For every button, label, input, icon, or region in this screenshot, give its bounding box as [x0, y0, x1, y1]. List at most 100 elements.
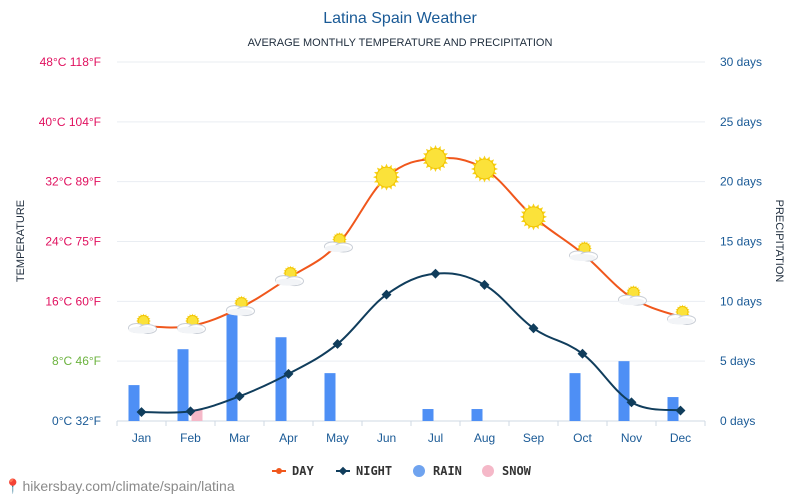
chart-title: Latina Spain Weather [323, 10, 477, 27]
left-tick-label: 48°C 118°F [40, 55, 101, 69]
x-tick-label: Jul [428, 431, 443, 445]
cloud-part [275, 278, 302, 286]
cloud-part [324, 244, 351, 252]
left-axis-ticks: 0°C 32°F 8°C 46°F 16°C 60°F 24°C 75°F 32°C 8… [39, 55, 101, 428]
x-tick-label: Jun [377, 431, 396, 445]
day-series-line [141, 157, 681, 329]
left-tick-label: 24°C 75°F [45, 235, 101, 249]
rain-bar [422, 409, 434, 421]
night-point [381, 289, 392, 300]
night-point [675, 405, 686, 416]
right-tick-label: 20 days [720, 175, 762, 189]
right-tick-label: 30 days [720, 55, 762, 69]
cloud-part [177, 326, 204, 334]
rain-bar [618, 361, 630, 421]
partly-cloudy-icon [667, 304, 696, 326]
night-point [234, 391, 245, 402]
right-tick-label: 10 days [720, 294, 762, 308]
cloud-part [618, 298, 645, 306]
x-tick-label: Oct [573, 431, 592, 445]
night-point [332, 339, 343, 349]
partly-cloudy-icon [618, 285, 647, 306]
legend-label: RAIN [433, 464, 462, 478]
sun-icon [422, 144, 449, 172]
sun-disc [376, 166, 397, 188]
snow-bars [191, 409, 203, 421]
rain-bar [128, 385, 140, 421]
partly-cloudy-icon [128, 313, 157, 335]
night-point [185, 406, 196, 417]
night-point [136, 407, 147, 417]
left-tick-label: 8°C 46°F [52, 354, 101, 368]
legend-label: NIGHT [356, 464, 392, 478]
partly-cloudy-icon [177, 313, 206, 335]
night-series-line [141, 272, 681, 414]
legend-swatch [413, 465, 425, 477]
cloud-part [667, 317, 694, 325]
grid-lines [116, 61, 706, 426]
legend-item-snow: SNOW [482, 464, 532, 478]
cloud-part [569, 253, 596, 261]
left-tick-label: 32°C 89°F [45, 175, 101, 189]
rain-bar [226, 313, 238, 421]
rain-bar [177, 349, 189, 421]
legend-swatch-marker [276, 468, 282, 474]
night-point [577, 348, 588, 359]
sun-disc [425, 147, 446, 169]
legend-label: SNOW [502, 464, 532, 478]
right-axis-title: PRECIPITATION [773, 200, 785, 283]
rain-bar [324, 373, 336, 421]
partly-cloudy-icon [324, 232, 353, 253]
footer-text: hikersbay.com/climate/spain/latina [22, 478, 235, 494]
rain-bar [569, 373, 581, 421]
x-tick-label: Jan [132, 431, 151, 445]
rain-bar [471, 409, 483, 421]
sun-disc [474, 158, 495, 180]
night-point [479, 279, 490, 290]
night-point [283, 368, 294, 379]
cloud-part [128, 326, 155, 334]
left-tick-label: 16°C 60°F [45, 294, 101, 308]
left-tick-label: 40°C 104°F [39, 115, 101, 129]
legend-item-night: NIGHT [336, 464, 392, 478]
night-point [626, 397, 637, 408]
x-tick-label: Apr [279, 431, 298, 445]
right-tick-label: 15 days [720, 235, 762, 249]
weather-icons [128, 144, 696, 335]
night-point [430, 268, 441, 279]
legend-swatch [482, 465, 494, 477]
snow-bar [191, 409, 203, 421]
right-axis-ticks: 0 days 5 days 10 days 15 days 20 days 25 days… [720, 55, 762, 428]
sun-icon [373, 163, 400, 191]
sun-icon [520, 203, 547, 231]
chart-legend: DAY NIGHT RAIN SNOW [272, 464, 532, 478]
night-point [528, 323, 539, 334]
right-tick-label: 0 days [720, 414, 755, 428]
partly-cloudy-icon [275, 265, 304, 287]
x-tick-label: Feb [180, 431, 201, 445]
map-pin-icon: 📍 [4, 478, 22, 494]
right-tick-label: 5 days [720, 354, 755, 368]
x-axis-ticks: Jan Feb Mar Apr May Jun Jul Aug Sep Oct Nov Dec [132, 431, 691, 445]
x-tick-label: Nov [621, 431, 642, 445]
night-line [136, 268, 686, 417]
cloud-part [226, 308, 253, 316]
x-tick-label: Dec [670, 431, 691, 445]
rain-bars [128, 313, 679, 421]
legend-item-day: DAY [272, 464, 314, 478]
x-tick-label: May [326, 431, 349, 445]
right-tick-label: 25 days [720, 115, 762, 129]
day-line [141, 157, 681, 329]
x-tick-label: Sep [523, 431, 545, 445]
chart-subtitle: AVERAGE MONTHLY TEMPERATURE AND PRECIPIT… [248, 37, 553, 49]
footer-link[interactable]: 📍hikersbay.com/climate/spain/latina [4, 478, 235, 495]
x-tick-label: Aug [474, 431, 495, 445]
legend-item-rain: RAIN [413, 464, 462, 478]
sun-disc [523, 206, 544, 228]
legend-swatch-marker [338, 466, 348, 476]
partly-cloudy-icon [569, 241, 598, 262]
rain-bar [275, 337, 287, 421]
sun-icon [471, 155, 498, 183]
left-tick-label: 0°C 32°F [52, 414, 101, 428]
